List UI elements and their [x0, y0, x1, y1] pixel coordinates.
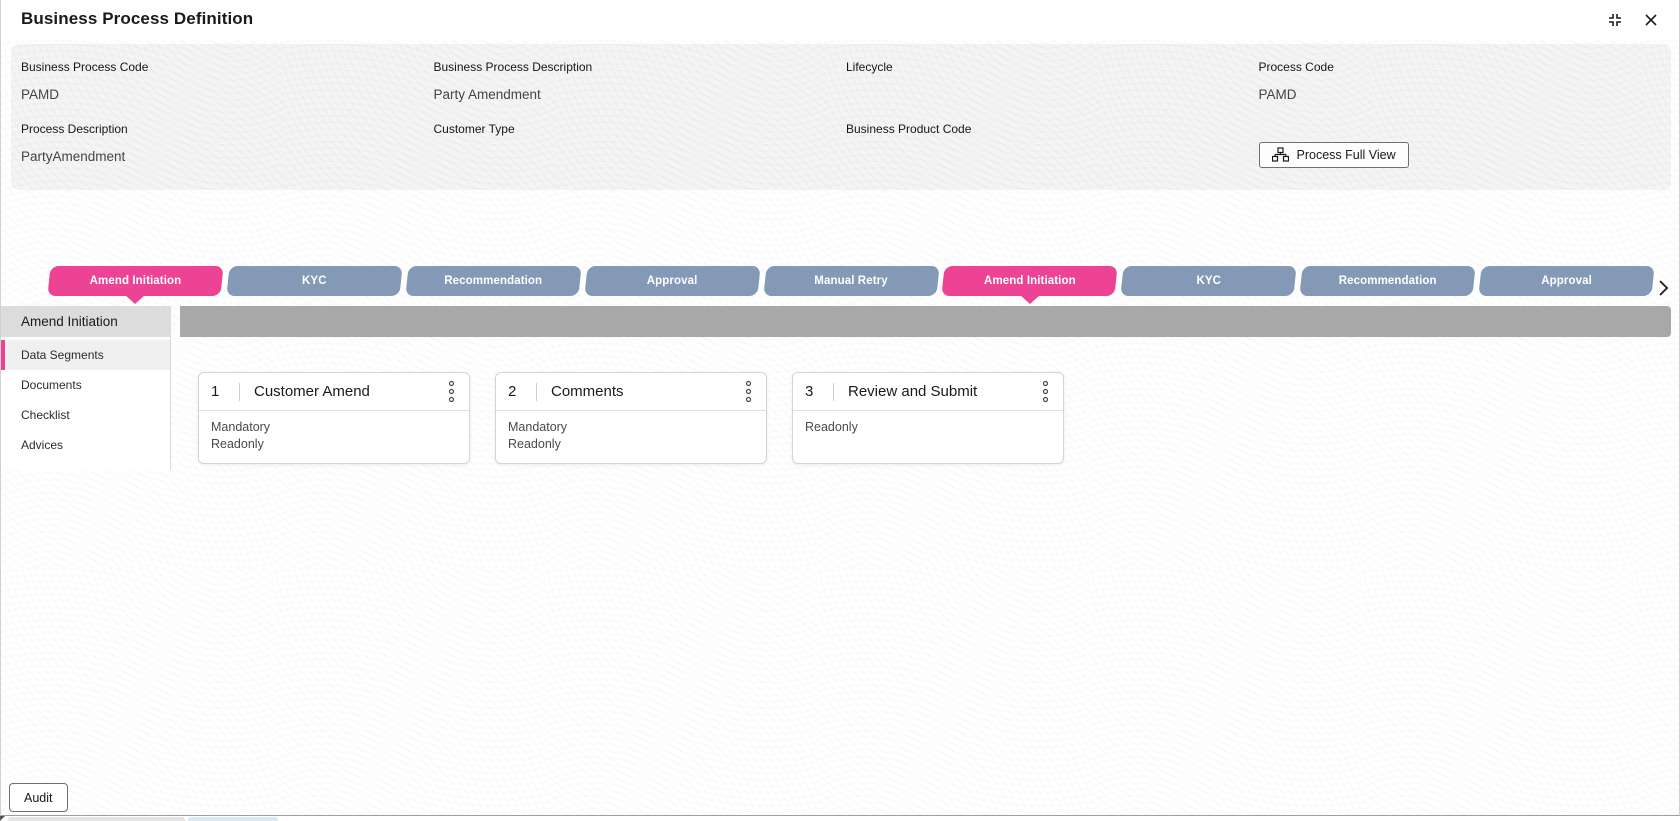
field-value: Party Amendment: [433, 87, 541, 102]
segment-card-comments[interactable]: 2 Comments Mandatory Readonly: [495, 372, 767, 464]
restore-size-button[interactable]: [1605, 10, 1625, 30]
stage-tab-label: KYC: [302, 275, 327, 287]
stage-tab-label: Approval: [646, 275, 698, 287]
field-process-full-view: Process Full View: [1258, 122, 1662, 190]
stage-tab-approval-1[interactable]: Approval: [584, 266, 761, 296]
sidebar-item-checklist[interactable]: Checklist: [21, 408, 70, 422]
card-menu-button[interactable]: [446, 378, 457, 405]
kebab-menu-icon: [1042, 380, 1049, 403]
field-value: [434, 149, 837, 166]
field-value: PartyAmendment: [21, 149, 126, 164]
card-divider: [536, 382, 537, 401]
segment-card-review-and-submit[interactable]: 3 Review and Submit Readonly: [792, 372, 1064, 464]
field-value: PAMD: [1258, 87, 1297, 102]
field-customer-type: Customer Type: [434, 122, 837, 190]
stage-tab-label: KYC: [1196, 275, 1222, 287]
stage-tab-amend-initiation-2[interactable]: Amend Initiation: [941, 266, 1118, 296]
stage-tab-label: Amend Initiation: [89, 275, 182, 287]
card-attributes: Readonly: [793, 411, 1063, 444]
kebab-menu-icon: [745, 380, 752, 403]
stage-tab-label: Amend Initiation: [984, 275, 1076, 287]
card-attributes: Mandatory Readonly: [199, 411, 469, 461]
bottom-left-notch: [0, 816, 5, 821]
process-full-view-button[interactable]: Process Full View: [1258, 142, 1409, 168]
field-process-code: Process Code PAMD: [1259, 60, 1662, 122]
card-title: Review and Submit: [848, 383, 978, 400]
data-segments-row: 1 Customer Amend Mandatory Readonly: [198, 372, 1064, 464]
card-number: 2: [508, 383, 517, 400]
stage-tab-label: Recommendation: [1338, 275, 1437, 287]
underlying-page-strip: [0, 816, 1680, 821]
current-stage-header: Amend Initiation: [1, 306, 171, 337]
field-value: PAMD: [21, 87, 60, 102]
card-header: 3 Review and Submit: [793, 373, 1063, 411]
kebab-menu-icon: [448, 380, 455, 403]
field-label: Business Process Code: [21, 60, 149, 74]
stage-tab-manual-retry[interactable]: Manual Retry: [762, 266, 940, 296]
sidebar-item-documents[interactable]: Documents: [21, 378, 82, 392]
stage-tab-recommendation-2[interactable]: Recommendation: [1299, 266, 1476, 296]
field-label: Business Process Description: [433, 60, 593, 74]
field-value: [846, 87, 1249, 104]
sidebar-item-data-segments[interactable]: Data Segments: [1, 340, 170, 370]
card-menu-button[interactable]: [1040, 378, 1051, 405]
stage-tab-strip: Amend Initiation KYC Recommendation Appr…: [47, 266, 1655, 296]
stage-tab-label: Approval: [1541, 275, 1592, 287]
card-attribute: Readonly: [508, 436, 561, 451]
segment-card-customer-amend[interactable]: 1 Customer Amend Mandatory Readonly: [198, 372, 470, 464]
underlying-tab-segment-gray: [8, 817, 185, 821]
stage-tab-amend-initiation-1[interactable]: Amend Initiation: [47, 266, 224, 296]
stage-content-bar: [180, 306, 1671, 337]
field-label: Lifecycle: [846, 60, 893, 74]
close-button[interactable]: [1641, 10, 1661, 30]
card-attribute: Readonly: [211, 436, 264, 451]
restore-size-icon: [1606, 11, 1624, 29]
field-business-process-code: Business Process Code PAMD: [21, 60, 424, 122]
field-label: Process Description: [21, 122, 128, 136]
stages-scroll-next-button[interactable]: [1653, 276, 1673, 300]
card-attributes: Mandatory Readonly: [496, 411, 766, 461]
field-business-product-code: Business Product Code: [846, 122, 1249, 190]
field-label: Process Code: [1258, 60, 1334, 74]
field-lifecycle: Lifecycle: [846, 60, 1249, 122]
card-menu-button[interactable]: [743, 378, 754, 405]
field-business-process-description: Business Process Description Party Amend…: [434, 60, 837, 122]
stage-tab-label: Manual Retry: [814, 275, 888, 287]
titlebar: Business Process Definition: [1, 0, 1679, 40]
card-title: Customer Amend: [254, 383, 370, 400]
field-label: Customer Type: [433, 122, 515, 136]
underlying-tab-segment-blue: [188, 817, 278, 821]
stage-tab-kyc-2[interactable]: KYC: [1120, 266, 1297, 296]
card-divider: [239, 382, 240, 401]
process-summary-panel: Business Process Code PAMD Business Proc…: [11, 44, 1671, 190]
sitemap-icon: [1271, 147, 1289, 163]
card-attribute: Mandatory: [508, 420, 568, 434]
stage-sidebar: Data Segments Documents Checklist Advice…: [1, 337, 171, 470]
card-number: 3: [805, 383, 814, 400]
chevron-right-icon: [1657, 279, 1669, 297]
card-attribute: Readonly: [805, 420, 858, 434]
page-title: Business Process Definition: [21, 9, 254, 28]
card-header: 1 Customer Amend: [199, 373, 469, 411]
window-controls: [1605, 10, 1661, 30]
field-label: Business Product Code: [846, 122, 972, 136]
field-value: [846, 149, 1249, 166]
audit-button[interactable]: Audit: [9, 783, 68, 812]
card-number: 1: [211, 383, 220, 400]
card-header: 2 Comments: [496, 373, 766, 411]
stage-tab-recommendation-1[interactable]: Recommendation: [405, 266, 582, 296]
stage-tab-label: Recommendation: [444, 275, 543, 287]
stage-tab-kyc-1[interactable]: KYC: [226, 266, 403, 296]
close-icon: [1643, 12, 1659, 28]
stage-tab-approval-2[interactable]: Approval: [1478, 266, 1655, 296]
card-title: Comments: [551, 383, 624, 400]
card-attribute: Mandatory: [211, 420, 271, 434]
field-process-description: Process Description PartyAmendment: [21, 122, 424, 190]
card-divider: [833, 382, 834, 401]
sidebar-item-advices[interactable]: Advices: [21, 438, 64, 452]
process-full-view-label: Process Full View: [1296, 148, 1396, 162]
